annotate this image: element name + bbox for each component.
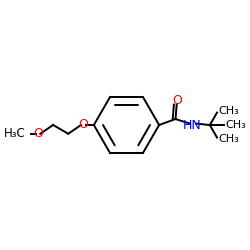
Text: O: O	[78, 118, 88, 131]
Text: HN: HN	[183, 119, 202, 132]
Text: CH₃: CH₃	[218, 106, 239, 116]
Text: O: O	[33, 127, 43, 140]
Text: O: O	[172, 94, 182, 107]
Text: CH₃: CH₃	[226, 120, 246, 130]
Text: H₃C: H₃C	[4, 127, 25, 140]
Text: CH₃: CH₃	[218, 134, 239, 144]
